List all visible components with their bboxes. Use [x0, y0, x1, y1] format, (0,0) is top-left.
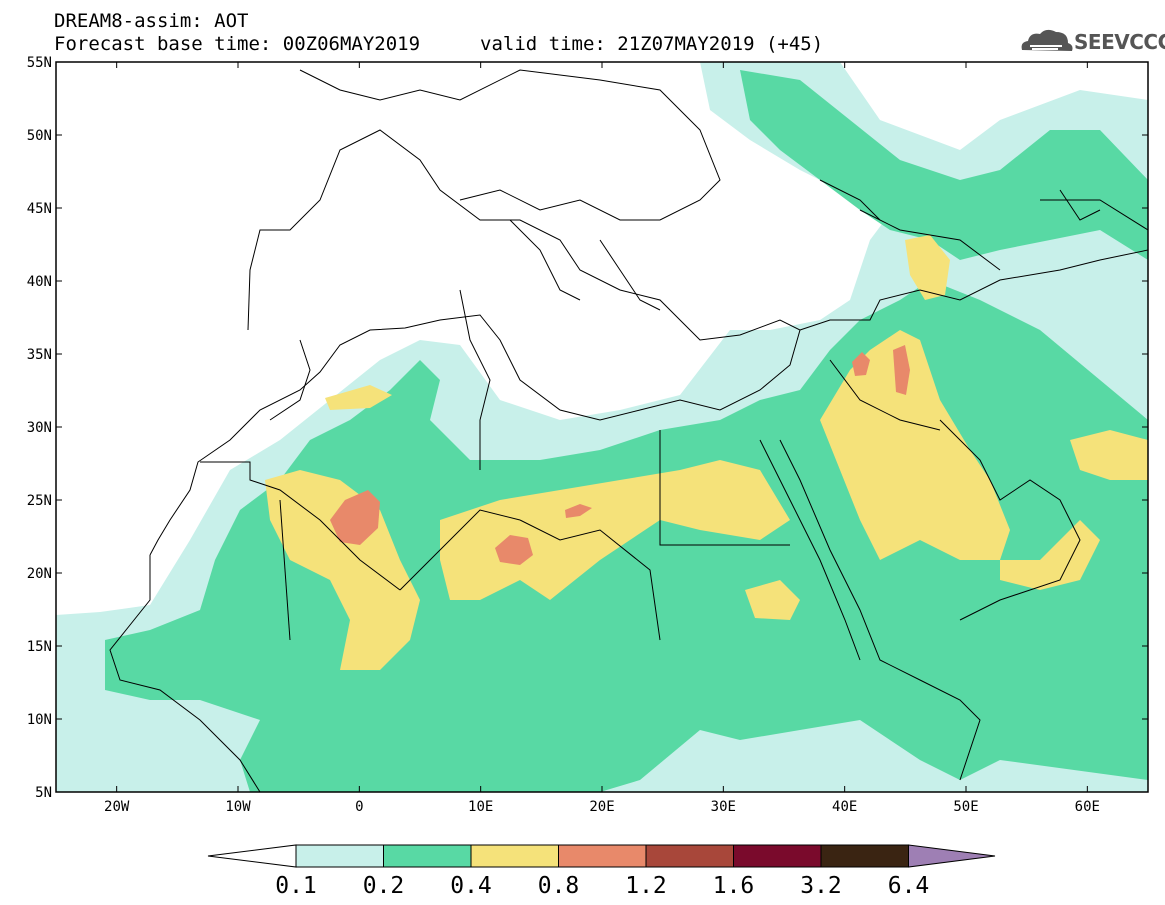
aot-band-0.4 — [820, 330, 1010, 560]
colorbar-swatch — [470, 844, 559, 868]
aot-band-0.4 — [905, 235, 950, 300]
lat-label: 40N — [27, 274, 52, 290]
lat-label: 45N — [27, 201, 52, 217]
aot-band-0.8 — [565, 504, 592, 518]
colorbar-swatch — [558, 844, 647, 868]
lat-label: 55N — [27, 55, 52, 71]
colorbar-swatch — [820, 844, 909, 868]
colorbar — [207, 844, 996, 868]
colorbar-arrow-low — [207, 844, 297, 868]
lon-label: 20E — [589, 799, 614, 815]
colorbar-label: 0.2 — [362, 873, 405, 899]
map-title: DREAM8-assim: AOT — [54, 10, 249, 32]
lat-label: 35N — [27, 347, 52, 363]
lon-label: 10E — [468, 799, 493, 815]
longitude-labels: 20W 10W 0 10E 20E 30E 40E 50E 60E — [104, 799, 1100, 815]
valid-time: valid time: 21Z07MAY2019 (+45) — [480, 33, 824, 55]
aot-band-0.4 — [440, 460, 790, 600]
lon-label: 40E — [832, 799, 857, 815]
aot-band-0.8 — [330, 490, 380, 545]
colorbar-swatch — [645, 844, 734, 868]
aot-band-0.4 — [745, 580, 800, 620]
aot-band-0.8 — [893, 345, 910, 395]
lon-label: 60E — [1075, 799, 1100, 815]
aot-contours — [56, 62, 1148, 792]
colorbar-label: 0.1 — [275, 873, 317, 899]
lat-label: 15N — [27, 639, 52, 655]
lat-label: 25N — [27, 493, 52, 509]
lon-label: 10W — [225, 799, 251, 815]
lon-label: 50E — [953, 799, 978, 815]
lon-label: 0 — [355, 799, 363, 815]
lat-label: 5N — [35, 785, 52, 801]
lat-label: 50N — [27, 128, 52, 144]
coastlines — [109, 69, 1148, 792]
latitude-labels: 55N 50N 45N 40N 35N 30N 25N 20N 15N 10N 5N — [27, 55, 52, 801]
colorbar-label: 1.2 — [625, 873, 667, 899]
logo-text: SEEVCCC — [1074, 30, 1165, 54]
lat-label: 20N — [27, 566, 52, 582]
axis-ticks — [56, 61, 1148, 793]
aot-band-0.4 — [265, 470, 420, 670]
cloud-icon — [1021, 29, 1073, 51]
colorbar-label: 3.2 — [800, 873, 842, 899]
lon-label: 30E — [711, 799, 736, 815]
aot-band-0.8 — [852, 352, 870, 376]
aot-band-0.4 — [1000, 520, 1100, 590]
colorbar-swatch — [295, 844, 384, 868]
aot-band-0.8 — [495, 535, 533, 565]
lat-label: 30N — [27, 420, 52, 436]
colorbar-swatch — [733, 844, 822, 868]
lat-label: 10N — [27, 712, 52, 728]
lon-label: 20W — [104, 799, 130, 815]
aot-band-0.4 — [325, 385, 392, 410]
aot-band-0.2 — [740, 70, 1148, 260]
colorbar-arrow-high — [908, 844, 996, 868]
colorbar-label: 0.4 — [450, 873, 492, 899]
aot-band-0.4 — [1070, 430, 1148, 480]
colorbar-swatch — [383, 844, 472, 868]
colorbar-label: 0.8 — [537, 873, 580, 899]
colorbar-label: 6.4 — [887, 873, 930, 899]
forecast-base-time: Forecast base time: 00Z06MAY2019 — [54, 33, 421, 55]
colorbar-label: 1.6 — [712, 873, 755, 899]
